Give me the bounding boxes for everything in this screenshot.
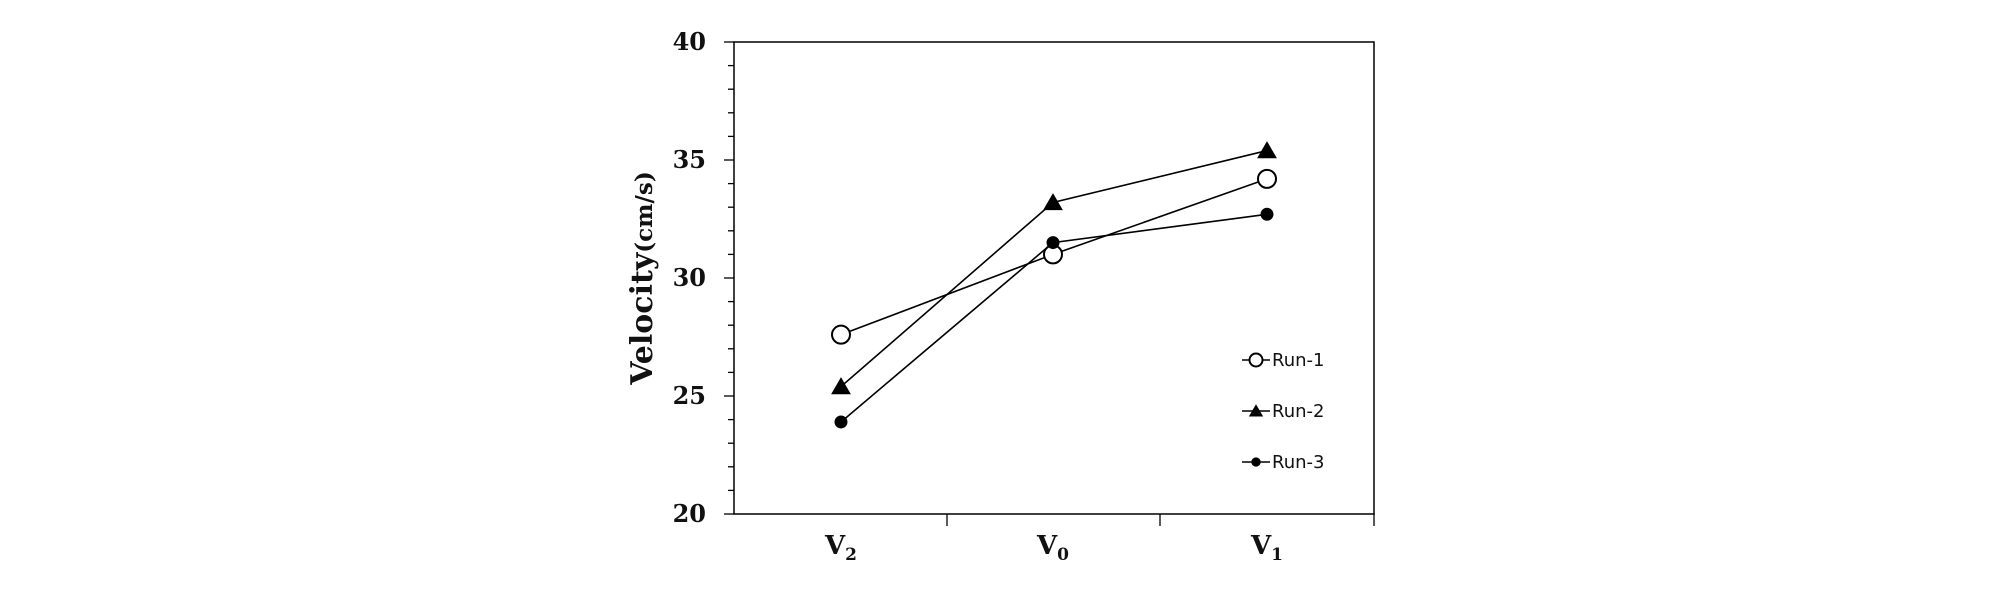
legend-marker (1251, 457, 1261, 467)
y-tick-label: 20 (673, 499, 706, 528)
y-axis: 20 25 30 35 40 (673, 27, 734, 528)
series-layer (831, 141, 1277, 429)
legend-label: Run-2 (1272, 401, 1324, 422)
legend-label: Run-1 (1272, 350, 1324, 371)
data-point (831, 377, 851, 395)
series-3 (834, 207, 1274, 429)
legend: Run-1 Run-2 Run-3 (1242, 350, 1324, 473)
series-2 (831, 141, 1277, 395)
data-point (1043, 193, 1063, 211)
series-line (840, 149, 1268, 388)
data-point (1257, 141, 1277, 159)
legend-marker (1248, 404, 1264, 417)
data-point (1046, 236, 1060, 250)
y-tick-label: 35 (673, 145, 706, 174)
x-tick-label-main: V (824, 531, 846, 561)
legend-entry: Run-3 (1242, 452, 1324, 473)
x-tick-label-sub: 1 (1271, 545, 1283, 565)
data-point (834, 415, 848, 429)
y-axis-title: Velocity(cm/s) (625, 171, 660, 385)
y-axis-title-main: Velocity (625, 251, 660, 386)
x-tick-label-main: V (1036, 531, 1058, 561)
y-tick-label: 30 (673, 263, 706, 292)
legend-entry: Run-1 (1242, 350, 1324, 371)
legend-marker (1248, 352, 1264, 368)
plot-frame (733, 41, 1375, 515)
x-tick-label-main: V (1250, 531, 1272, 561)
x-axis: V2 V0 V1 (824, 514, 1375, 565)
data-point (1257, 168, 1277, 189)
x-tick-label-sub: 0 (1057, 545, 1069, 565)
y-tick-label: 25 (673, 381, 706, 410)
legend-entry: Run-2 (1242, 401, 1324, 422)
y-axis-title-unit: (cm/s) (631, 171, 658, 252)
x-tick-label: V1 (1250, 531, 1283, 565)
y-tick-label: 40 (673, 27, 706, 56)
data-point (1260, 207, 1274, 221)
x-tick-label-sub: 2 (845, 545, 857, 565)
x-tick-label: V0 (1036, 531, 1069, 565)
x-tick-label: V2 (824, 531, 857, 565)
data-point (831, 324, 851, 345)
legend-label: Run-3 (1272, 452, 1324, 473)
